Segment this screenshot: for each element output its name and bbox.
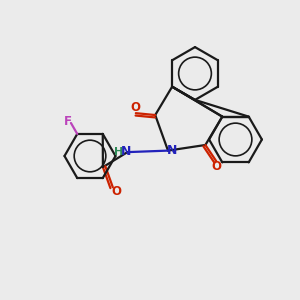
Text: O: O <box>131 101 141 114</box>
Text: F: F <box>64 115 72 128</box>
Text: H: H <box>115 146 124 157</box>
Text: O: O <box>111 185 122 198</box>
Text: N: N <box>121 145 131 158</box>
Text: O: O <box>211 160 221 173</box>
Text: N: N <box>167 144 178 157</box>
